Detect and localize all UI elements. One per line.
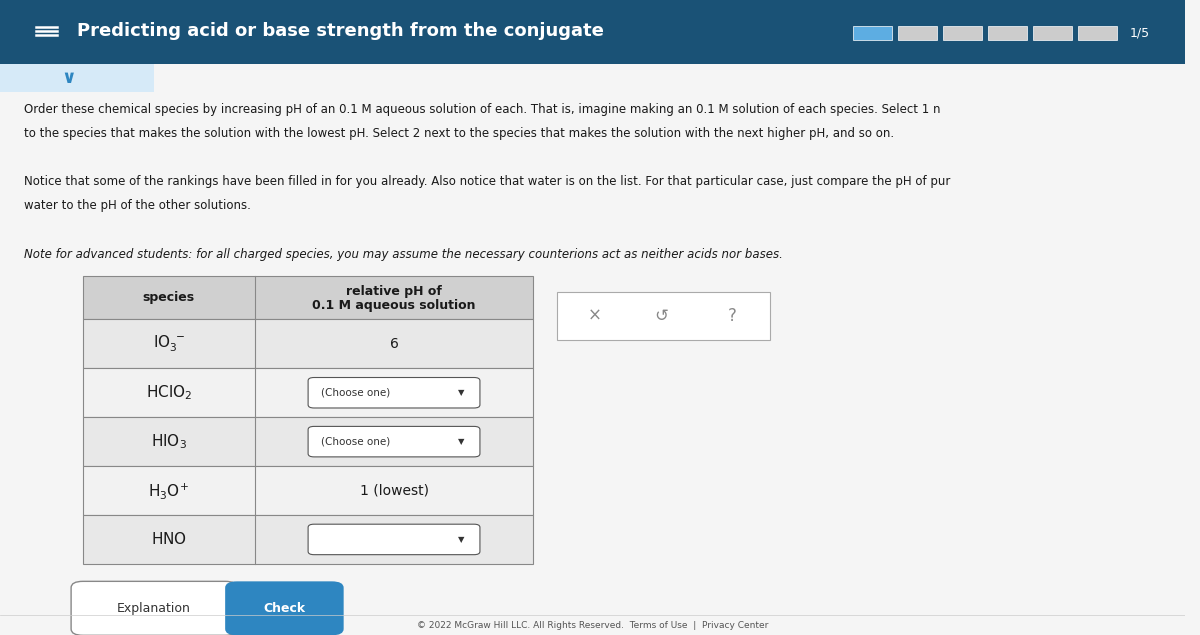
FancyBboxPatch shape bbox=[83, 368, 533, 417]
FancyBboxPatch shape bbox=[308, 377, 480, 408]
Text: ?: ? bbox=[728, 307, 737, 325]
Text: $\mathrm{HClO_2}$: $\mathrm{HClO_2}$ bbox=[145, 384, 192, 402]
Text: $\mathrm{H_3O^{+}}$: $\mathrm{H_3O^{+}}$ bbox=[149, 481, 190, 500]
Text: relative pH of: relative pH of bbox=[346, 285, 442, 298]
FancyBboxPatch shape bbox=[226, 582, 343, 635]
Text: $\mathrm{HNO}$: $\mathrm{HNO}$ bbox=[151, 531, 187, 547]
Text: Check: Check bbox=[263, 602, 306, 615]
Text: © 2022 McGraw Hill LLC. All Rights Reserved.  Terms of Use  |  Privacy Center: © 2022 McGraw Hill LLC. All Rights Reser… bbox=[416, 621, 768, 630]
FancyBboxPatch shape bbox=[83, 466, 533, 515]
Text: ↺: ↺ bbox=[654, 307, 668, 325]
Text: ∨: ∨ bbox=[61, 69, 76, 87]
Text: 0.1 M aqueous solution: 0.1 M aqueous solution bbox=[312, 299, 475, 312]
Text: Predicting acid or base strength from the conjugate: Predicting acid or base strength from th… bbox=[77, 22, 604, 40]
Text: 1/5: 1/5 bbox=[1129, 27, 1150, 39]
FancyBboxPatch shape bbox=[943, 26, 983, 40]
Text: Explanation: Explanation bbox=[118, 602, 191, 615]
FancyBboxPatch shape bbox=[853, 26, 893, 40]
Text: $\mathrm{HIO_3}$: $\mathrm{HIO_3}$ bbox=[151, 432, 187, 451]
FancyBboxPatch shape bbox=[83, 417, 533, 466]
FancyBboxPatch shape bbox=[1079, 26, 1117, 40]
FancyBboxPatch shape bbox=[0, 0, 1186, 64]
Text: 6: 6 bbox=[390, 337, 398, 351]
FancyBboxPatch shape bbox=[1033, 26, 1073, 40]
FancyBboxPatch shape bbox=[0, 64, 154, 92]
FancyBboxPatch shape bbox=[308, 525, 480, 555]
FancyBboxPatch shape bbox=[899, 26, 937, 40]
Text: (Choose one): (Choose one) bbox=[322, 437, 390, 446]
Text: water to the pH of the other solutions.: water to the pH of the other solutions. bbox=[24, 199, 251, 212]
Text: ▼: ▼ bbox=[457, 437, 464, 446]
FancyBboxPatch shape bbox=[83, 319, 533, 368]
Text: 1 (lowest): 1 (lowest) bbox=[360, 483, 428, 498]
FancyBboxPatch shape bbox=[989, 26, 1027, 40]
Text: ▼: ▼ bbox=[457, 388, 464, 398]
FancyBboxPatch shape bbox=[83, 515, 533, 564]
Text: Note for advanced students: for all charged species, you may assume the necessar: Note for advanced students: for all char… bbox=[24, 248, 782, 260]
Text: Order these chemical species by increasing pH of an 0.1 M aqueous solution of ea: Order these chemical species by increasi… bbox=[24, 103, 941, 116]
Text: species: species bbox=[143, 291, 194, 304]
FancyBboxPatch shape bbox=[71, 582, 238, 635]
Text: ▼: ▼ bbox=[457, 535, 464, 544]
FancyBboxPatch shape bbox=[557, 292, 770, 340]
Text: $\mathrm{IO_3^{\ -}}$: $\mathrm{IO_3^{\ -}}$ bbox=[152, 333, 185, 354]
Text: to the species that makes the solution with the lowest pH. Select 2 next to the : to the species that makes the solution w… bbox=[24, 127, 894, 140]
Text: ×: × bbox=[588, 307, 602, 325]
Text: Notice that some of the rankings have been filled in for you already. Also notic: Notice that some of the rankings have be… bbox=[24, 175, 950, 188]
Text: (Choose one): (Choose one) bbox=[322, 388, 390, 398]
FancyBboxPatch shape bbox=[83, 276, 533, 319]
FancyBboxPatch shape bbox=[308, 427, 480, 457]
